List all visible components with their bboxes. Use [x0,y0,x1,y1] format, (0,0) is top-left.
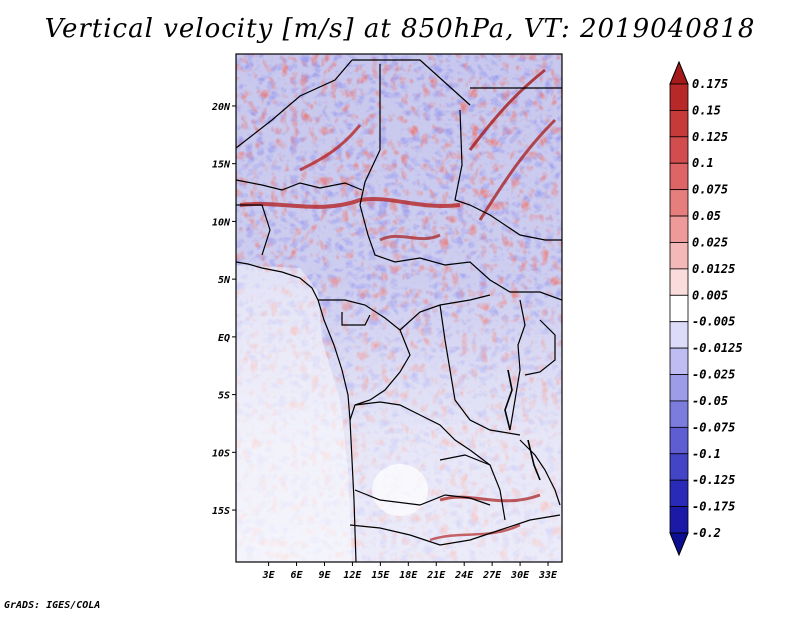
colorbar-label: -0.005 [692,315,735,329]
y-axis-ticks: 20N 15N 10N 5N EQ 5S 10S 15S [211,102,236,517]
colorbar-segment [669,162,689,191]
colorbar-segment [669,268,689,296]
y-tick-label: 15S [212,506,230,517]
colorbar-label: -0.025 [692,368,735,382]
colorbar-segment [669,294,689,323]
grads-credit: GrADS: IGES/COLA [4,600,101,611]
colorbar-label: -0.0125 [692,341,743,355]
x-tick-label: 27E [482,570,502,581]
country-borders [236,59,562,562]
map-frame [235,53,563,563]
colorbar-top-arrow [669,60,689,85]
colorbar-segment [669,321,689,349]
colorbar-label: 0.125 [692,130,728,144]
colorbar-label: 0.175 [692,77,728,91]
x-tick-label: 33E [538,570,558,581]
colorbar-segment [669,136,689,164]
colorbar-segment [669,400,689,428]
y-tick-label: 10N [212,217,231,228]
y-tick-label: 10S [212,448,230,459]
colorbar-segment [669,426,689,455]
colorbar-segment [669,374,689,402]
colorbar-segment [669,506,689,534]
colorbar-label: -0.2 [692,526,721,540]
y-tick-label: 5S [218,391,230,402]
x-tick-label: 6E [291,570,304,581]
colorbar-label: -0.175 [692,500,735,514]
colorbar-label: 0.025 [692,235,728,249]
x-tick-label: 3E [262,570,276,581]
colorbar-segment [669,110,689,138]
x-axis-ticks: 3E 6E 9E 12E 15E 18E 21E 24E 27E 30E 33E [262,562,558,581]
colorbar-label: 0.1 [692,156,714,170]
colorbar-segment [669,242,689,270]
x-tick-label: 21E [426,570,446,581]
colorbar-label: -0.1 [692,447,721,461]
y-tick-label: 5N [218,275,231,286]
colorbar-label: 0.05 [692,209,721,223]
colorbar-label: 0.0125 [692,262,735,276]
colorbar-label: -0.075 [692,420,735,434]
colorbar-segment [669,83,689,111]
chart-title: Vertical velocity [m/s] at 850hPa, VT: 2… [44,14,756,44]
y-tick-label: EQ [218,333,230,344]
x-tick-label: 30E [510,570,530,581]
colorbar: 0.175 0.15 0.125 0.1 0.075 0.05 0.025 0.0125 0.0… [669,60,743,557]
colorbar-segment [669,189,689,217]
colorbar-bottom-arrow [669,532,689,557]
colorbar-label: 0.005 [692,288,728,302]
x-tick-label: 15E [371,570,390,581]
x-tick-label: 18E [399,570,418,581]
colorbar-label: 0.075 [692,183,728,197]
colorbar-segment [669,453,689,481]
y-tick-label: 15N [212,160,231,171]
colorbar-label: 0.15 [692,103,721,117]
y-tick-label: 20N [211,102,231,113]
colorbar-segment [669,215,689,243]
colorbar-segment [669,347,689,375]
x-tick-label: 9E [318,570,331,581]
colorbar-segment [669,479,689,507]
colorbar-label: -0.05 [692,394,728,408]
colorbar-label: -0.125 [692,473,735,487]
x-tick-label: 12E [343,570,362,581]
x-tick-label: 24E [454,570,474,581]
velocity-field [236,54,562,562]
